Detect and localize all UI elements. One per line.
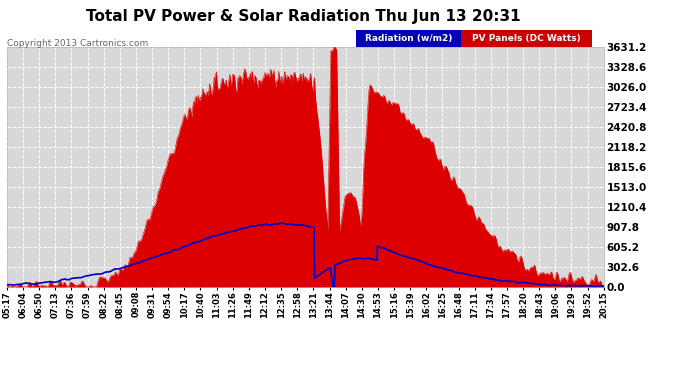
FancyBboxPatch shape xyxy=(460,30,592,47)
FancyBboxPatch shape xyxy=(356,30,460,47)
Text: Copyright 2013 Cartronics.com: Copyright 2013 Cartronics.com xyxy=(7,39,148,48)
Text: PV Panels (DC Watts): PV Panels (DC Watts) xyxy=(472,34,580,43)
Text: Radiation (w/m2): Radiation (w/m2) xyxy=(364,34,452,43)
Text: Total PV Power & Solar Radiation Thu Jun 13 20:31: Total PV Power & Solar Radiation Thu Jun… xyxy=(86,9,521,24)
